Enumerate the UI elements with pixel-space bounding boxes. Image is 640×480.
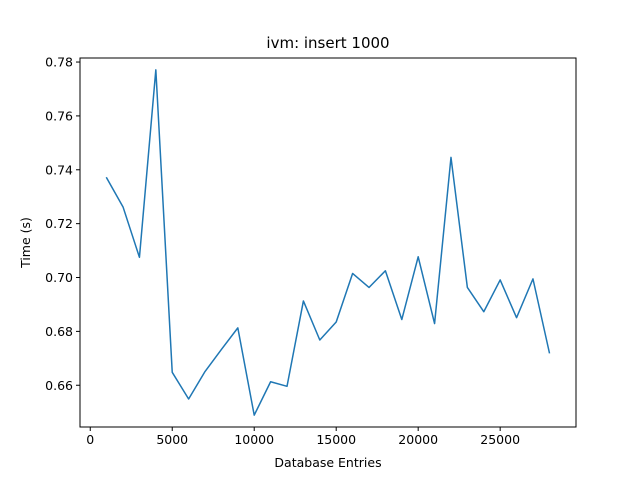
x-tick-label: 10000 [234,432,274,447]
y-axis: 0.66 0.68 0.70 0.72 0.74 0.76 0.78 [45,55,80,393]
x-tick-label: 5000 [156,432,188,447]
x-tick-label: 25000 [480,432,520,447]
y-tick-label: 0.78 [45,55,73,70]
y-tick-label: 0.68 [45,324,73,339]
y-axis-label: Time (s) [18,217,33,269]
axes-frame [79,57,577,428]
chart-title: ivm: insert 1000 [266,34,389,52]
y-tick-label: 0.74 [45,162,73,177]
series-line [105,69,551,416]
x-tick-label: 0 [86,432,94,447]
y-tick-label: 0.72 [45,216,73,231]
x-axis: 0 5000 10000 15000 20000 25000 [86,427,520,447]
plot-area [105,69,551,416]
y-tick-label: 0.70 [45,270,73,285]
x-axis-label: Database Entries [274,455,381,470]
y-tick-label: 0.76 [45,108,73,123]
x-tick-label: 15000 [316,432,356,447]
y-tick-label: 0.66 [45,378,73,393]
x-tick-label: 20000 [398,432,438,447]
